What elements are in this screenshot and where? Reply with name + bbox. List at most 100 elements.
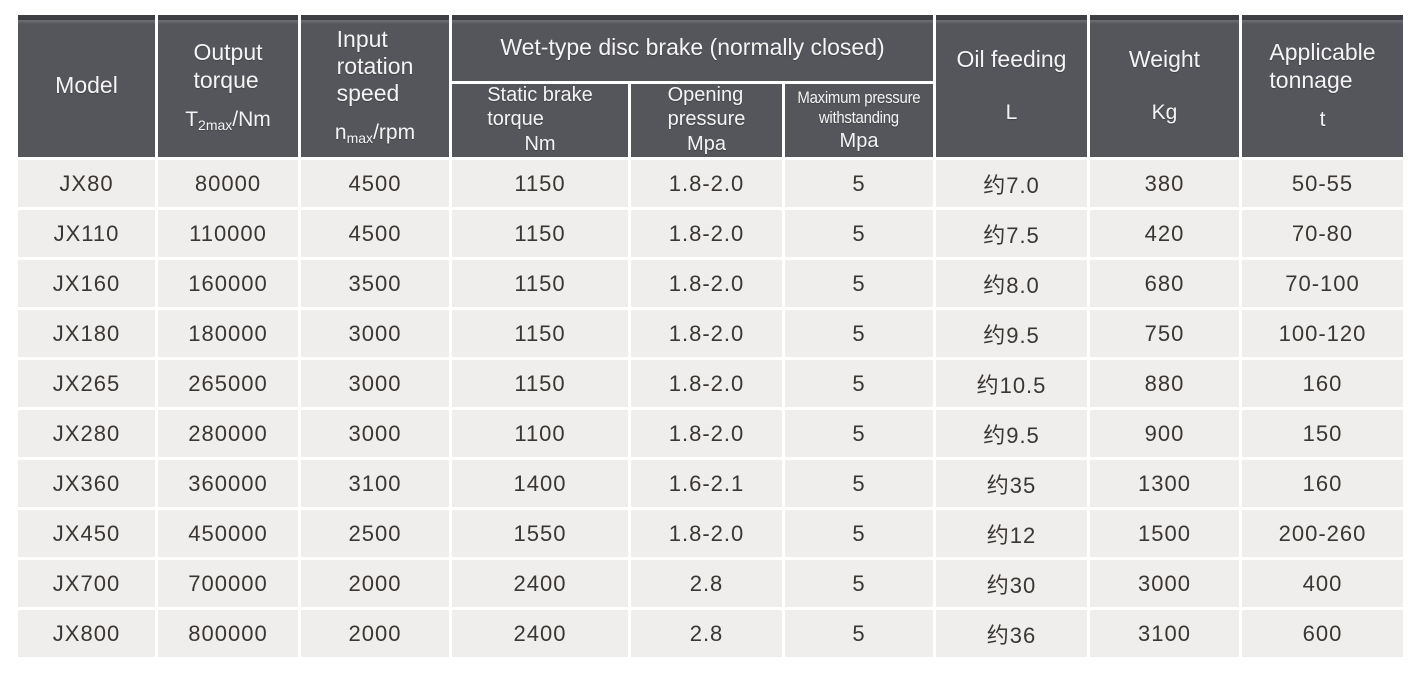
header-oil-feeding: Oil feeding L: [936, 15, 1087, 157]
table-cell: 380: [1090, 160, 1239, 207]
header-opening-pressure-label: Opening pressure: [667, 84, 746, 130]
table-cell: 160000: [158, 260, 298, 307]
table-cell: 160: [1242, 460, 1403, 507]
table-cell: 160: [1242, 360, 1403, 407]
table-cell: 400: [1242, 560, 1403, 607]
table-cell: 180000: [158, 310, 298, 357]
header-static-brake-torque: Static brake torque Nm: [452, 84, 628, 157]
table-cell: 1500: [1090, 510, 1239, 557]
table-cell: 110000: [158, 210, 298, 257]
table-cell: 5: [785, 610, 933, 657]
table-cell: 1150: [452, 160, 628, 207]
table-cell: 1.8-2.0: [631, 510, 782, 557]
model-cell: JX450: [18, 510, 155, 557]
header-static-brake-torque-label: Static brake torque: [487, 84, 593, 130]
table-cell: 1.8-2.0: [631, 410, 782, 457]
header-weight-label: Weight: [1128, 46, 1201, 73]
table-cell: 1550: [452, 510, 628, 557]
table-cell: 5: [785, 310, 933, 357]
table-cell: 1.8-2.0: [631, 310, 782, 357]
table-cell: 900: [1090, 410, 1239, 457]
table-cell: 约9.5: [936, 410, 1087, 457]
table-cell: 600: [1242, 610, 1403, 657]
model-cell: JX180: [18, 310, 155, 357]
header-max-pressure: Maximum pressure withstanding Mpa: [785, 84, 933, 157]
header-tonnage-unit: t: [1319, 107, 1326, 131]
table-cell: 1.8-2.0: [631, 160, 782, 207]
table-cell: 约8.0: [936, 260, 1087, 307]
table-cell: 800000: [158, 610, 298, 657]
model-cell: JX700: [18, 560, 155, 607]
table-cell: 1.8-2.0: [631, 210, 782, 257]
table-cell: 5: [785, 210, 933, 257]
header-output-torque-label: Output torque: [193, 39, 263, 93]
table-cell: 700000: [158, 560, 298, 607]
header-input-speed-unit: nmax/rpm: [334, 121, 416, 147]
table-cell: 1.8-2.0: [631, 360, 782, 407]
table-cell: 3000: [301, 410, 449, 457]
header-oil-feeding-unit: L: [1005, 101, 1018, 125]
table-cell: 680: [1090, 260, 1239, 307]
table-cell: 1150: [452, 210, 628, 257]
header-model: Model: [18, 15, 155, 157]
header-oil-feeding-label: Oil feeding: [956, 46, 1067, 73]
header-input-speed: Input rotation speed nmax/rpm: [301, 15, 449, 157]
table-cell: 4500: [301, 210, 449, 257]
table-cell: 150: [1242, 410, 1403, 457]
table-cell: 70-100: [1242, 260, 1403, 307]
table-cell: 5: [785, 360, 933, 407]
table-cell: 200-260: [1242, 510, 1403, 557]
table-cell: 3000: [1090, 560, 1239, 607]
table-cell: 1150: [452, 310, 628, 357]
table-cell: 880: [1090, 360, 1239, 407]
table-cell: 2400: [452, 560, 628, 607]
table-cell: 100-120: [1242, 310, 1403, 357]
model-cell: JX265: [18, 360, 155, 407]
table-cell: 2500: [301, 510, 449, 557]
table-cell: 4500: [301, 160, 449, 207]
table-cell: 5: [785, 510, 933, 557]
table-cell: 265000: [158, 360, 298, 407]
table-cell: 约9.5: [936, 310, 1087, 357]
table-cell: 约30: [936, 560, 1087, 607]
model-cell: JX160: [18, 260, 155, 307]
table-cell: 3000: [301, 310, 449, 357]
table-cell: 1400: [452, 460, 628, 507]
table-cell: 2.8: [631, 560, 782, 607]
header-tonnage-label: Applicable tonnage: [1269, 39, 1376, 93]
table-cell: 3500: [301, 260, 449, 307]
model-cell: JX80: [18, 160, 155, 207]
table-cell: 1150: [452, 260, 628, 307]
table-cell: 5: [785, 160, 933, 207]
header-output-torque-unit: T2max/Nm: [185, 107, 271, 133]
table-cell: 1300: [1090, 460, 1239, 507]
table-cell: 约7.0: [936, 160, 1087, 207]
table-cell: 约10.5: [936, 360, 1087, 407]
table-cell: 3000: [301, 360, 449, 407]
header-output-torque: Output torque T2max/Nm: [158, 15, 298, 157]
table-cell: 2000: [301, 610, 449, 657]
header-max-pressure-label: Maximum pressure withstanding: [797, 87, 921, 127]
table-cell: 5: [785, 460, 933, 507]
header-brake-group-label: Wet-type disc brake (normally closed): [500, 34, 885, 61]
header-static-brake-torque-unit: Nm: [524, 133, 556, 156]
table-cell: 5: [785, 560, 933, 607]
table-cell: 50-55: [1242, 160, 1403, 207]
table-cell: 2400: [452, 610, 628, 657]
header-weight: Weight Kg: [1090, 15, 1239, 157]
table-cell: 1.8-2.0: [631, 260, 782, 307]
spec-table: Model Output torque T2max/Nm Input rotat…: [18, 15, 1403, 657]
table-cell: 约36: [936, 610, 1087, 657]
table-cell: 1100: [452, 410, 628, 457]
table-cell: 5: [785, 260, 933, 307]
table-cell: 约35: [936, 460, 1087, 507]
table-cell: 360000: [158, 460, 298, 507]
header-max-pressure-unit: Mpa: [839, 129, 879, 152]
header-tonnage: Applicable tonnage t: [1242, 15, 1403, 157]
model-cell: JX800: [18, 610, 155, 657]
header-input-speed-label: Input rotation speed: [336, 25, 414, 107]
table-cell: 70-80: [1242, 210, 1403, 257]
table-cell: 约7.5: [936, 210, 1087, 257]
table-cell: 约12: [936, 510, 1087, 557]
